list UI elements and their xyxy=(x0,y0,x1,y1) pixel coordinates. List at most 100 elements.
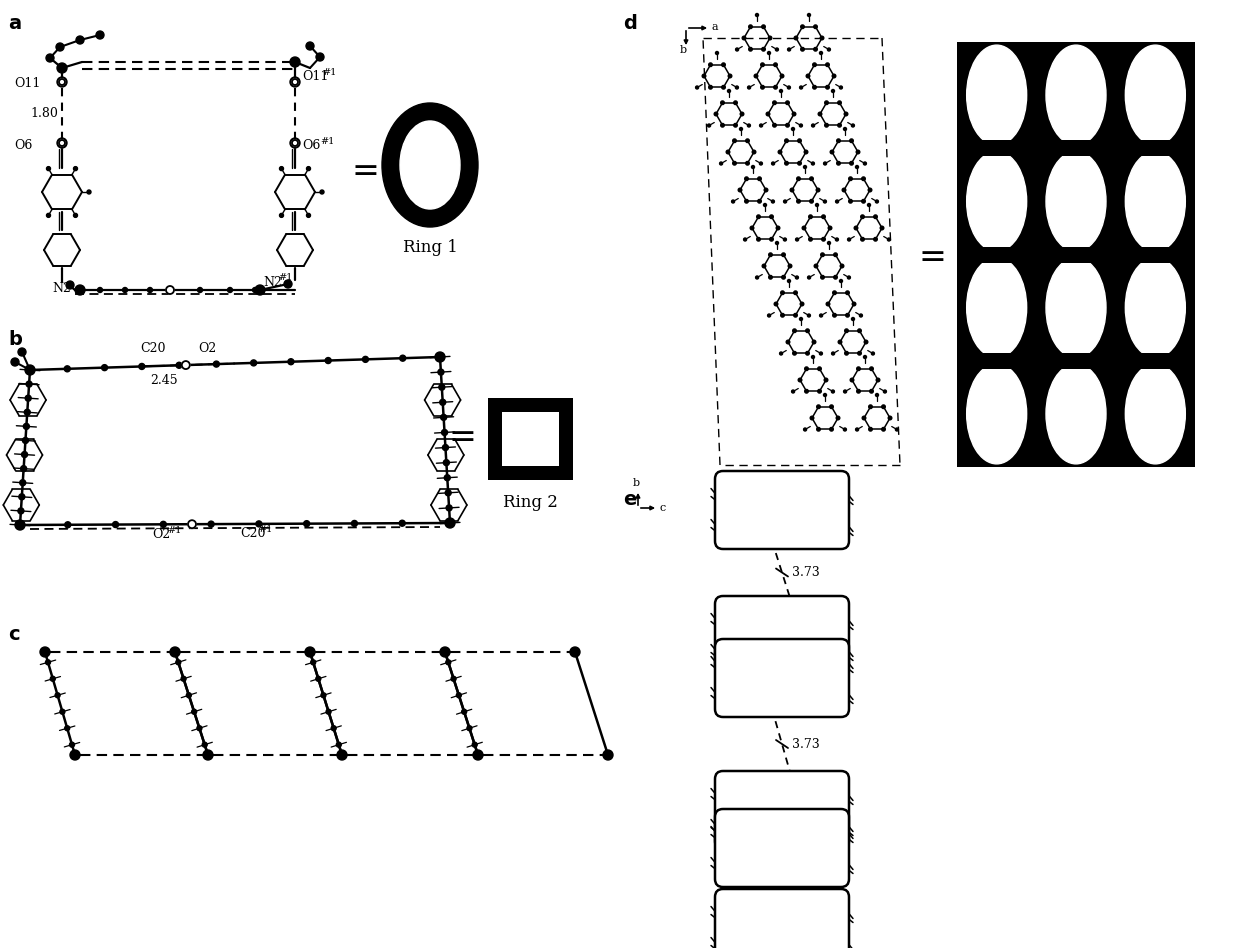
Circle shape xyxy=(846,314,849,317)
Circle shape xyxy=(862,416,866,420)
Circle shape xyxy=(40,647,50,657)
Text: 3.82: 3.82 xyxy=(792,535,820,548)
Circle shape xyxy=(734,123,738,127)
Circle shape xyxy=(472,750,484,760)
Circle shape xyxy=(807,276,811,279)
Circle shape xyxy=(836,416,839,420)
Circle shape xyxy=(832,89,835,93)
Circle shape xyxy=(73,167,77,171)
Circle shape xyxy=(744,238,746,241)
Circle shape xyxy=(27,367,33,373)
Circle shape xyxy=(181,676,186,682)
Circle shape xyxy=(813,47,817,51)
Circle shape xyxy=(320,190,324,194)
Circle shape xyxy=(25,365,35,375)
Circle shape xyxy=(830,405,833,409)
Circle shape xyxy=(794,291,797,295)
Circle shape xyxy=(784,200,786,203)
Circle shape xyxy=(837,813,844,821)
Circle shape xyxy=(774,85,777,89)
Circle shape xyxy=(715,51,718,54)
Circle shape xyxy=(794,314,797,317)
Circle shape xyxy=(102,365,108,371)
Ellipse shape xyxy=(1047,46,1106,145)
Circle shape xyxy=(19,494,25,500)
Circle shape xyxy=(182,361,190,369)
Ellipse shape xyxy=(1047,364,1106,464)
Circle shape xyxy=(255,285,265,295)
Circle shape xyxy=(768,314,770,317)
Circle shape xyxy=(11,358,19,366)
Circle shape xyxy=(749,47,753,51)
Circle shape xyxy=(176,362,182,368)
Text: N2: N2 xyxy=(52,282,71,295)
Circle shape xyxy=(839,86,842,89)
Circle shape xyxy=(750,227,754,229)
Circle shape xyxy=(770,237,774,241)
Circle shape xyxy=(800,124,802,127)
Circle shape xyxy=(792,352,796,356)
Circle shape xyxy=(719,876,727,883)
Circle shape xyxy=(60,709,64,714)
Circle shape xyxy=(20,480,26,485)
Circle shape xyxy=(764,204,766,207)
Circle shape xyxy=(719,663,727,669)
Circle shape xyxy=(766,112,770,116)
Circle shape xyxy=(722,63,725,66)
Circle shape xyxy=(769,253,773,257)
Circle shape xyxy=(46,660,51,665)
Circle shape xyxy=(836,200,838,203)
Circle shape xyxy=(456,693,461,698)
Circle shape xyxy=(781,291,784,295)
Ellipse shape xyxy=(967,46,1027,145)
Circle shape xyxy=(22,437,29,444)
Circle shape xyxy=(808,237,812,241)
Text: Ring 1: Ring 1 xyxy=(403,239,458,256)
Circle shape xyxy=(719,162,723,165)
Circle shape xyxy=(849,139,853,142)
Circle shape xyxy=(764,189,768,191)
Circle shape xyxy=(321,693,326,698)
Circle shape xyxy=(197,726,202,731)
Circle shape xyxy=(399,356,405,361)
Circle shape xyxy=(852,302,856,306)
Bar xyxy=(502,412,559,466)
Circle shape xyxy=(895,428,899,431)
Circle shape xyxy=(732,200,734,203)
Circle shape xyxy=(837,876,844,883)
Circle shape xyxy=(197,287,202,293)
Text: =: = xyxy=(448,422,476,454)
Circle shape xyxy=(822,215,826,219)
Circle shape xyxy=(781,253,785,257)
Circle shape xyxy=(444,475,450,481)
Circle shape xyxy=(734,100,738,104)
Circle shape xyxy=(733,139,737,142)
FancyBboxPatch shape xyxy=(715,771,849,849)
Circle shape xyxy=(719,476,727,483)
Circle shape xyxy=(823,393,827,396)
Circle shape xyxy=(87,190,91,194)
Bar xyxy=(957,353,1195,369)
FancyBboxPatch shape xyxy=(715,889,849,948)
Circle shape xyxy=(844,352,848,356)
Circle shape xyxy=(820,352,822,355)
Circle shape xyxy=(816,204,818,207)
Circle shape xyxy=(444,460,449,465)
Circle shape xyxy=(435,352,445,362)
Circle shape xyxy=(98,287,103,293)
Circle shape xyxy=(74,285,86,295)
Circle shape xyxy=(837,775,844,782)
Circle shape xyxy=(739,127,743,131)
Circle shape xyxy=(735,48,739,51)
Text: 3.73: 3.73 xyxy=(792,738,820,751)
Text: O6: O6 xyxy=(14,138,32,152)
Circle shape xyxy=(17,522,24,528)
Circle shape xyxy=(808,215,812,219)
Circle shape xyxy=(874,215,878,219)
Circle shape xyxy=(306,213,310,217)
Bar xyxy=(957,140,1195,156)
Bar xyxy=(957,42,1195,467)
Circle shape xyxy=(123,287,128,293)
Circle shape xyxy=(774,302,777,306)
Ellipse shape xyxy=(1126,258,1185,357)
